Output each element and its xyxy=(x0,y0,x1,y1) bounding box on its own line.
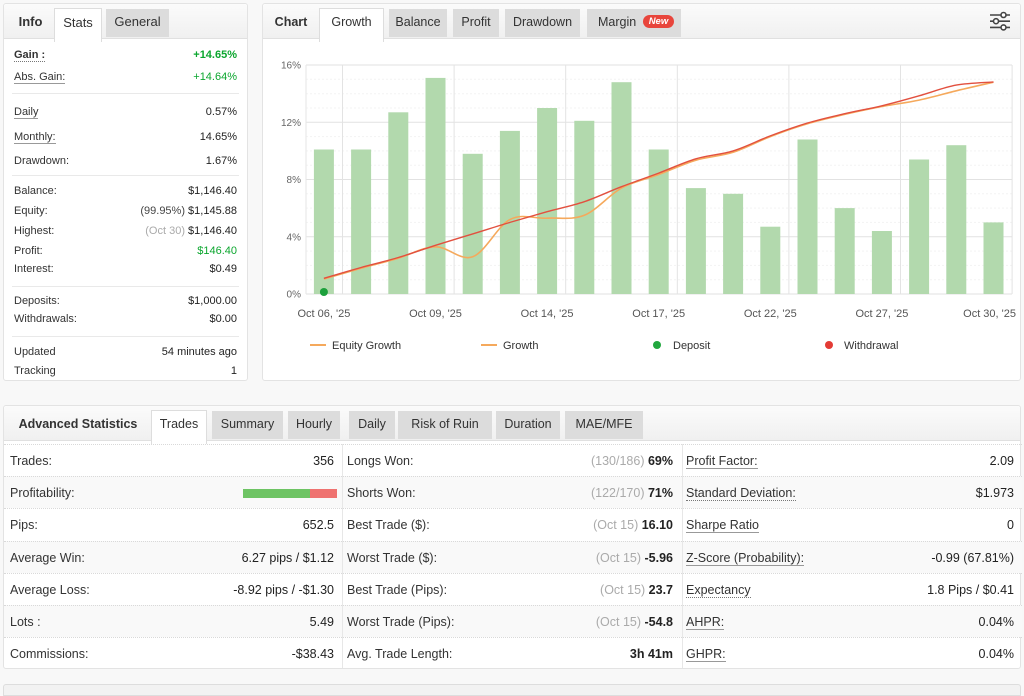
svg-text:Oct 27, '25: Oct 27, '25 xyxy=(855,308,908,320)
svg-text:Oct 30, '25: Oct 30, '25 xyxy=(963,308,1016,320)
svg-text:4%: 4% xyxy=(287,232,302,243)
svg-text:Oct 14, '25: Oct 14, '25 xyxy=(521,308,574,320)
svg-text:Oct 17, '25: Oct 17, '25 xyxy=(632,308,685,320)
svg-text:0%: 0% xyxy=(287,290,302,301)
svg-text:16%: 16% xyxy=(281,61,301,72)
svg-text:Oct 09, '25: Oct 09, '25 xyxy=(409,308,462,320)
svg-text:Oct 06, '25: Oct 06, '25 xyxy=(297,308,350,320)
svg-text:12%: 12% xyxy=(281,118,301,129)
svg-text:Withdrawal: Withdrawal xyxy=(844,340,898,352)
svg-text:Deposit: Deposit xyxy=(673,340,710,352)
svg-text:Equity Growth: Equity Growth xyxy=(332,340,401,352)
svg-text:Oct 22, '25: Oct 22, '25 xyxy=(744,308,797,320)
svg-text:8%: 8% xyxy=(287,175,302,186)
svg-text:Growth: Growth xyxy=(503,340,538,352)
